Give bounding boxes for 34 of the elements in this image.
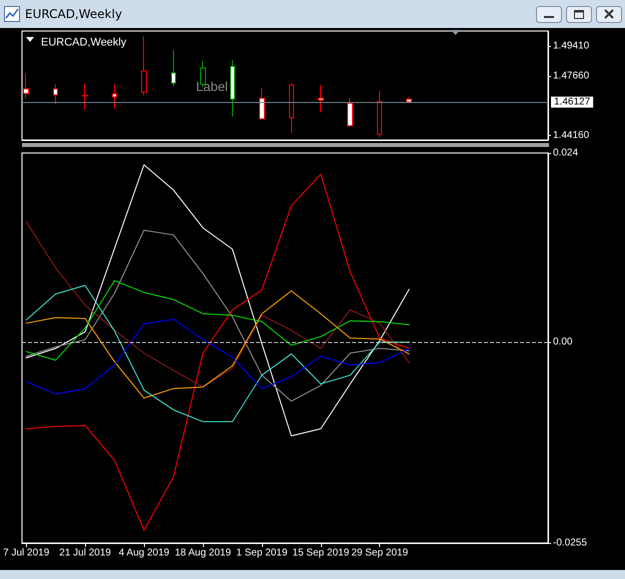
- y-tick-label: 0.024: [553, 148, 578, 158]
- x-tick-label: 15 Sep 2019: [292, 548, 350, 558]
- candlestick: [112, 84, 117, 110]
- y-tick-label: 1.47660: [553, 70, 590, 82]
- x-tick-label: 4 Aug 2019: [118, 548, 170, 558]
- line-series: [26, 280, 410, 361]
- candlestick: [141, 36, 147, 96]
- x-tick-label: 18 Aug 2019: [174, 548, 232, 558]
- candlestick: [347, 97, 353, 128]
- y-tick-label: -0.0255: [553, 538, 588, 548]
- y-tick-label: 1.49410: [553, 40, 590, 52]
- chart-title: EURCAD,Weekly: [25, 7, 122, 21]
- line-series: [26, 174, 410, 531]
- candlestick: [289, 82, 294, 134]
- x-tick-label: 29 Sep 2019: [351, 548, 408, 558]
- candlestick: [259, 87, 265, 120]
- x-tick-label: 1 Sep 2019: [236, 548, 288, 558]
- candlestick: [230, 59, 235, 117]
- y-tick-label: 1.44160: [553, 130, 590, 142]
- candlestick: [377, 90, 382, 138]
- x-tick-label: 7 Jul 2019: [3, 548, 50, 558]
- candlestick: [318, 84, 324, 113]
- candlestick: [171, 50, 176, 87]
- annotation: Label: [196, 79, 228, 94]
- chart-title: EURCAD,Weekly: [41, 36, 127, 48]
- ref-line-label: 1.46127: [554, 96, 591, 108]
- line-series: [26, 284, 410, 422]
- y-tick-label: 0.00: [553, 336, 573, 348]
- x-tick-label: 21 Jul 2019: [59, 548, 112, 558]
- candlestick: [82, 82, 88, 110]
- line-series: [26, 290, 410, 399]
- line-series: [26, 318, 410, 395]
- candlestick: [53, 84, 58, 105]
- line-series: [26, 164, 410, 436]
